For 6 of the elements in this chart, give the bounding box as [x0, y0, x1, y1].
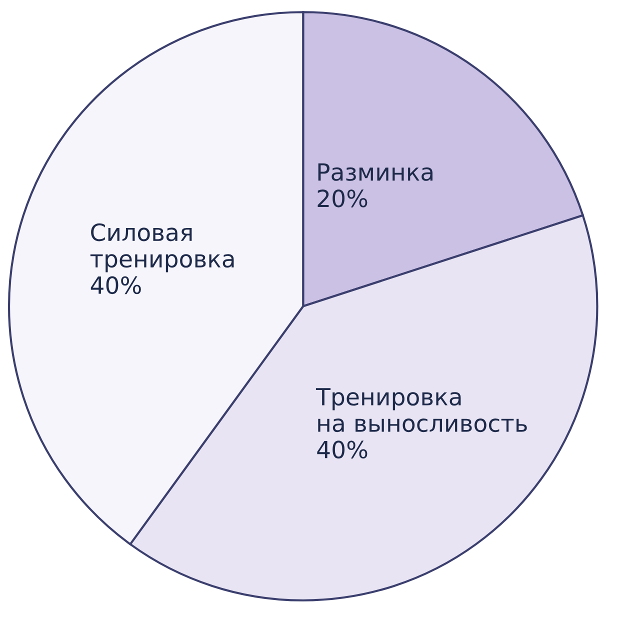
slice-label: Разминка: [318, 163, 432, 181]
data-label: 40%: [317, 440, 368, 459]
slice-label: Тренировка на выносливость: [316, 388, 527, 432]
data-label: 40%: [90, 276, 141, 294]
slice-label: Силовая тренировка: [90, 223, 234, 272]
data-label: 20%: [318, 189, 368, 208]
